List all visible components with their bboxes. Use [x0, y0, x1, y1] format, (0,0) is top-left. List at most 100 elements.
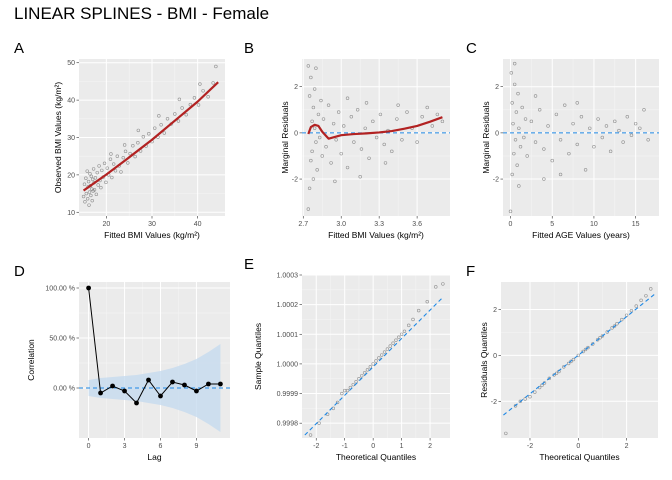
data-point [180, 106, 184, 110]
y-tick-label: 0 [294, 130, 298, 137]
data-point [509, 71, 514, 75]
data-point [345, 165, 350, 170]
data-point [214, 64, 218, 69]
data-point [402, 329, 407, 334]
panel-tag: C [466, 40, 477, 57]
x-tick-label: 6 [159, 443, 163, 450]
data-point [206, 95, 210, 99]
data-point [518, 145, 523, 149]
data-point [512, 61, 517, 66]
data-point [311, 105, 316, 110]
x-tick-label: -1 [342, 443, 348, 450]
data-point [620, 317, 624, 322]
series-point [98, 390, 103, 396]
data-point [397, 335, 401, 339]
data-point [359, 147, 364, 151]
data-point [331, 121, 336, 126]
data-point [576, 353, 580, 358]
data-point [644, 294, 648, 298]
x-tick-label: 20 [102, 221, 110, 228]
data-point [314, 140, 318, 144]
panel-tag: D [14, 263, 25, 280]
y-tick-label: 0.00 % [53, 386, 75, 393]
data-point [517, 126, 521, 130]
data-point [87, 190, 92, 194]
panel-plot-area [503, 61, 659, 214]
data-point [533, 390, 537, 394]
data-point [94, 192, 99, 197]
data-point [115, 154, 120, 158]
data-point [399, 332, 404, 336]
data-point [525, 154, 529, 158]
series-point [134, 400, 139, 406]
data-point [529, 119, 534, 124]
data-point [377, 356, 381, 360]
data-point [349, 115, 354, 119]
panel-tag: E [244, 256, 254, 273]
data-point [93, 176, 98, 180]
x-tick-label: -2 [527, 443, 533, 450]
data-point [523, 117, 528, 121]
data-point [91, 167, 96, 171]
reference-line [503, 293, 656, 416]
panel-D [76, 282, 230, 441]
series-point [122, 388, 127, 394]
data-point [575, 101, 579, 105]
data-point [550, 158, 554, 163]
data-point [595, 338, 600, 342]
data-point [319, 98, 323, 103]
data-point [608, 149, 613, 154]
data-point [318, 135, 322, 140]
panel-background [302, 275, 450, 438]
data-point [569, 359, 573, 364]
data-point [388, 344, 392, 348]
data-point [514, 110, 519, 114]
data-point [306, 64, 311, 68]
data-point [153, 126, 157, 130]
data-point [88, 172, 92, 176]
data-point [395, 117, 399, 121]
panel-tag: F [466, 263, 475, 280]
data-point [329, 161, 333, 165]
y-tick-label: -2 [292, 177, 298, 184]
data-point [571, 357, 576, 362]
data-point [326, 103, 331, 107]
data-point [542, 177, 546, 181]
data-point [646, 138, 650, 142]
panel-plot-area [81, 64, 219, 207]
data-point [610, 326, 614, 330]
data-point [85, 169, 89, 173]
data-point [367, 156, 371, 160]
data-point [615, 322, 619, 326]
data-point [307, 186, 312, 190]
y-axis-title: Observed BMI Values (kg/m²) [53, 82, 63, 193]
data-point [371, 362, 375, 366]
data-point [85, 197, 90, 201]
data-point [533, 94, 538, 98]
y-tick-label: 1.0001 [277, 332, 299, 339]
panel-background [501, 282, 658, 438]
x-tick-label: 3.6 [412, 221, 422, 228]
data-point [546, 124, 550, 128]
x-axis-title: Fitted BMI Values (kg/m²) [328, 230, 424, 240]
data-point [396, 103, 400, 107]
data-point [177, 97, 182, 102]
data-point [563, 103, 567, 107]
y-tick-label: 10 [67, 210, 75, 217]
data-point [188, 102, 193, 107]
data-point [625, 115, 629, 119]
data-point [639, 298, 643, 303]
data-point [440, 119, 445, 124]
x-axis-title: Theoretical Quantiles [539, 452, 619, 462]
y-tick-label: 50 [67, 60, 75, 67]
data-point [358, 175, 362, 179]
data-point [355, 108, 360, 112]
data-point [600, 135, 604, 140]
data-point [512, 151, 516, 156]
data-point [562, 365, 566, 369]
data-point [336, 110, 341, 114]
data-point [111, 162, 116, 166]
data-point [416, 308, 421, 313]
